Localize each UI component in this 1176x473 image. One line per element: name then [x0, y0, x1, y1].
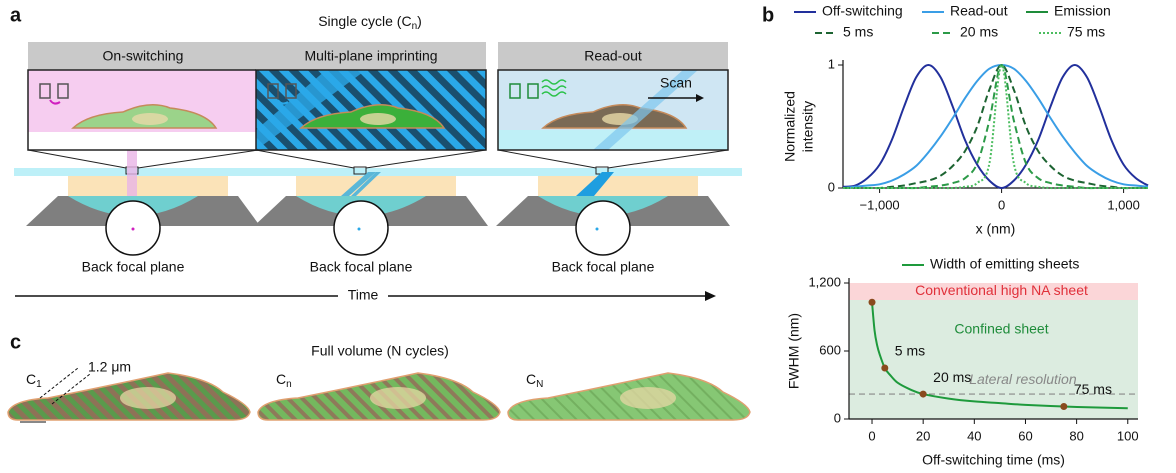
figure: a b c Single cycle (Cn) Full volume (N c… — [0, 0, 1176, 473]
bfp-spot — [358, 228, 361, 231]
title-part: Single cycle (C — [318, 13, 411, 29]
marker-label: 75 ms — [1074, 381, 1112, 397]
x-tick-label: 40 — [967, 428, 981, 443]
funnel — [28, 150, 126, 168]
coverslip — [14, 168, 272, 176]
step-label: Multi-plane imprinting — [304, 48, 437, 64]
immersion — [296, 176, 456, 196]
cycle-letter: C — [276, 371, 286, 387]
back-focal-plane — [334, 201, 388, 255]
bfp-spot — [596, 228, 599, 231]
nucleus — [620, 387, 676, 409]
panel-label: c — [10, 331, 21, 353]
nucleus — [120, 387, 176, 409]
band-label: Confined sheet — [954, 321, 1048, 337]
panel-a-title: Single cycle (Cn) — [318, 13, 422, 32]
legend-label: Emission — [1054, 3, 1111, 19]
legend-label: Width of emitting sheets — [930, 256, 1079, 272]
y-axis-label: FWHM (nm) — [786, 313, 802, 389]
marker-label: 20 ms — [933, 369, 971, 385]
x-tick-label: 80 — [1069, 428, 1083, 443]
bfp-label: Back focal plane — [310, 259, 413, 275]
window-strip — [28, 132, 258, 150]
marker — [869, 299, 876, 306]
funnel — [608, 150, 728, 168]
x-tick-label: 20 — [916, 428, 930, 443]
y-axis-label: Normalized — [782, 91, 798, 162]
step-label: On-switching — [103, 48, 184, 64]
y-tick-label: 1,200 — [808, 274, 841, 289]
cycle-letter: C — [26, 371, 36, 387]
bfp-label: Back focal plane — [552, 259, 655, 275]
panel-c-title: Full volume (N cycles) — [311, 343, 449, 359]
legend-label: Off-switching — [822, 3, 903, 19]
cycle-subscript: N — [536, 379, 543, 390]
x-tick-label: 0 — [998, 197, 1005, 212]
band-label: Conventional high NA sheet — [915, 282, 1088, 298]
x-axis-label: x (nm) — [976, 221, 1016, 237]
panel-label: a — [10, 4, 22, 26]
y-tick-label: 1 — [828, 56, 835, 71]
x-tick-label: −1,000 — [860, 197, 900, 212]
cycle-label: Cn — [276, 371, 292, 390]
x-tick-label: 60 — [1018, 428, 1032, 443]
immersion — [68, 176, 228, 196]
title-part: ) — [417, 13, 422, 29]
cycle-subscript: 1 — [36, 379, 42, 390]
y-tick-label: 0 — [828, 179, 835, 194]
time-head — [705, 291, 716, 301]
x-axis-label: Off-switching time (ms) — [922, 452, 1065, 468]
bfp-label: Back focal plane — [82, 259, 185, 275]
series-line — [843, 65, 1148, 188]
marker — [920, 391, 927, 398]
legend-label: 20 ms — [960, 24, 998, 40]
y-tick-label: 600 — [819, 342, 841, 357]
legend-label: Read-out — [950, 3, 1008, 19]
x-tick-label: 100 — [1117, 428, 1139, 443]
beam — [127, 150, 137, 196]
funnel — [256, 150, 354, 168]
y-axis-label: intensity — [800, 101, 816, 152]
marker — [1060, 403, 1067, 410]
funnel — [366, 150, 486, 168]
legend-label: 75 ms — [1067, 24, 1105, 40]
x-tick-label: 0 — [868, 428, 875, 443]
marker-label: 5 ms — [895, 343, 925, 359]
x-tick-label: 1,000 — [1107, 197, 1140, 212]
reference-label: Lateral resolution — [969, 371, 1077, 387]
back-focal-plane — [576, 201, 630, 255]
legend-label: 5 ms — [843, 24, 873, 40]
funnel — [498, 150, 596, 168]
bfp-spot — [132, 228, 135, 231]
nucleus — [132, 113, 168, 125]
cycle-letter: C — [526, 371, 536, 387]
immersion — [538, 176, 698, 196]
cycle-label: CN — [526, 371, 543, 390]
cycle-subscript: n — [286, 379, 292, 390]
scan-label: Scan — [660, 75, 692, 91]
panel-label: b — [762, 4, 774, 26]
marker — [881, 365, 888, 372]
nucleus — [360, 113, 396, 125]
cycle-label: C1 — [26, 371, 42, 390]
nucleus — [370, 387, 426, 409]
scale-label: 1.2 μm — [88, 359, 131, 375]
funnel — [138, 150, 258, 168]
time-label: Time — [348, 287, 379, 303]
band — [849, 300, 1138, 419]
y-tick-label: 0 — [834, 410, 841, 425]
step-label: Read-out — [584, 48, 642, 64]
